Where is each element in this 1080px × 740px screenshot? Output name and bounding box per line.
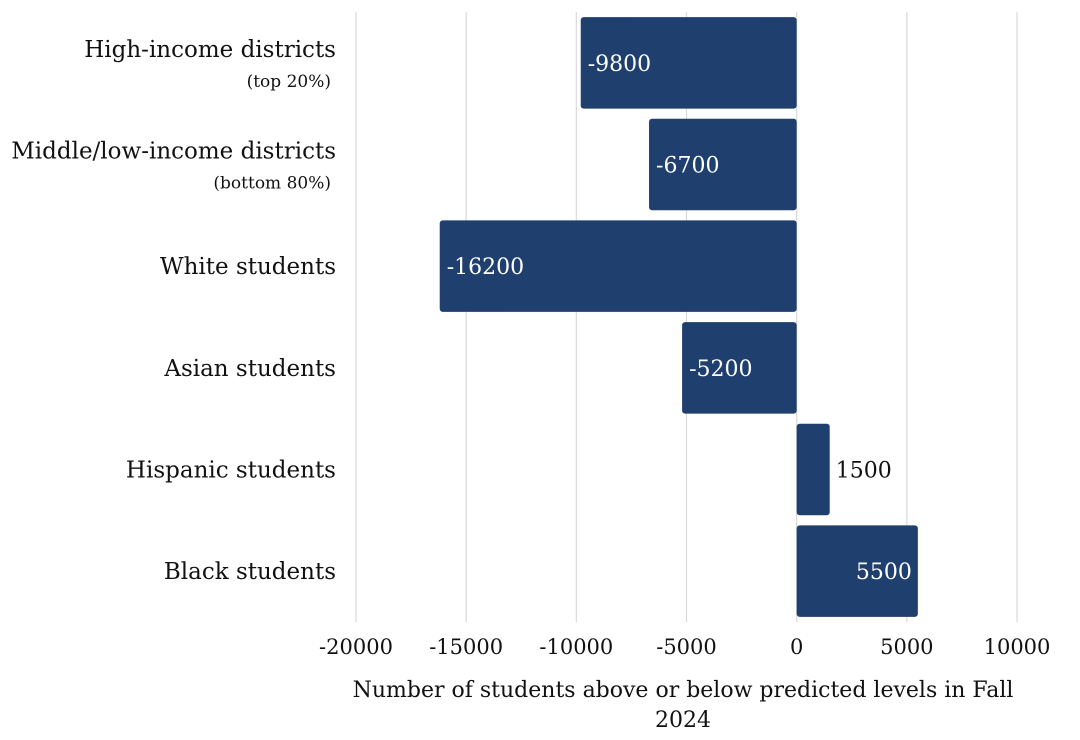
category-label: Black students — [164, 559, 336, 585]
data-label: 1500 — [836, 459, 892, 484]
x-tick-labels: -20000 -15000 -10000 -5000 0 5000 10000 — [319, 635, 1050, 659]
data-label: -6700 — [656, 154, 719, 179]
data-label: 5500 — [856, 560, 912, 585]
category-label: White students — [160, 254, 336, 280]
category-label: High-income districts — [84, 37, 336, 63]
bar — [796, 525, 918, 617]
x-tick-label: 0 — [790, 635, 803, 659]
x-tick-label: -20000 — [319, 635, 393, 659]
category-label: Hispanic students — [126, 458, 336, 484]
bar — [796, 423, 830, 516]
category-labels: High-income districts (top 20%) Middle/low… — [11, 37, 336, 585]
data-label: -16200 — [447, 255, 524, 280]
x-tick-label: -10000 — [539, 635, 613, 659]
data-label: -9800 — [588, 52, 651, 77]
category-sublabel: (top 20%) — [247, 72, 331, 92]
bar — [439, 220, 797, 312]
bar — [580, 17, 797, 109]
x-tick-label: -5000 — [656, 635, 717, 659]
gridlines — [355, 12, 1018, 622]
x-tick-label: 10000 — [984, 635, 1051, 659]
category-label: Middle/low-income districts — [11, 139, 336, 165]
data-label: -5200 — [689, 357, 752, 382]
bars: -9800 -6700 -16200 -5200 1500 5500 — [439, 17, 918, 617]
category-label: Asian students — [163, 356, 336, 382]
x-tick-label: -15000 — [429, 635, 503, 659]
bar — [682, 322, 797, 414]
x-axis-title-line-2: 2024 — [655, 708, 711, 733]
x-tick-label: 5000 — [880, 635, 933, 659]
x-axis-title-line-1: Number of students above or below predic… — [353, 678, 1014, 703]
category-sublabel: (bottom 80%) — [213, 174, 331, 194]
bar — [649, 118, 797, 211]
